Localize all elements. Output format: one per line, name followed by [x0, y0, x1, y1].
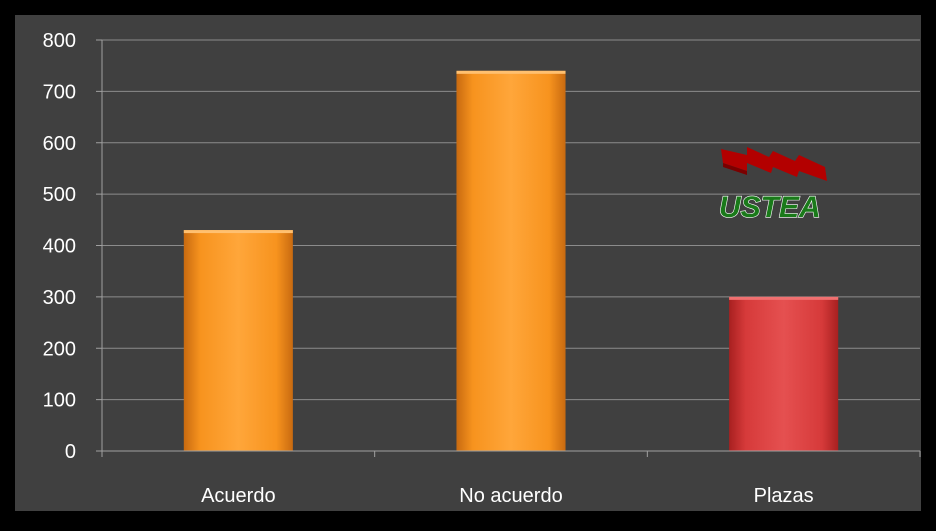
x-tick-label: No acuerdo: [459, 485, 562, 507]
x-tick-label: Acuerdo: [201, 485, 276, 507]
tick-labels: 0 100 200 300 400 500 600 700 800 Acuerdo No acuer…: [43, 30, 814, 507]
bar-plazas: [729, 296, 839, 451]
bars: [183, 70, 839, 451]
x-tick-label: Plazas: [754, 485, 814, 507]
y-tick-label: 600: [43, 133, 76, 155]
logo-text: USTEA: [719, 191, 821, 224]
y-tick-label: 100: [43, 390, 76, 412]
ustea-flag-icon: [721, 147, 827, 181]
bar-highlight: [456, 70, 566, 74]
bar-acuerdo: [183, 230, 293, 451]
bar-no-acuerdo: [456, 70, 566, 451]
bar-highlight: [183, 230, 293, 234]
bar-highlight: [729, 296, 839, 300]
y-tick-label: 500: [43, 184, 76, 206]
y-tick-label: 0: [65, 441, 76, 463]
ustea-logo: USTEA: [718, 147, 827, 225]
y-tick-label: 300: [43, 287, 76, 309]
y-tick-label: 200: [43, 338, 76, 360]
y-tick-label: 800: [43, 30, 76, 52]
y-tick-label: 700: [43, 81, 76, 103]
y-tick-label: 400: [43, 236, 76, 258]
axes: [96, 39, 921, 457]
